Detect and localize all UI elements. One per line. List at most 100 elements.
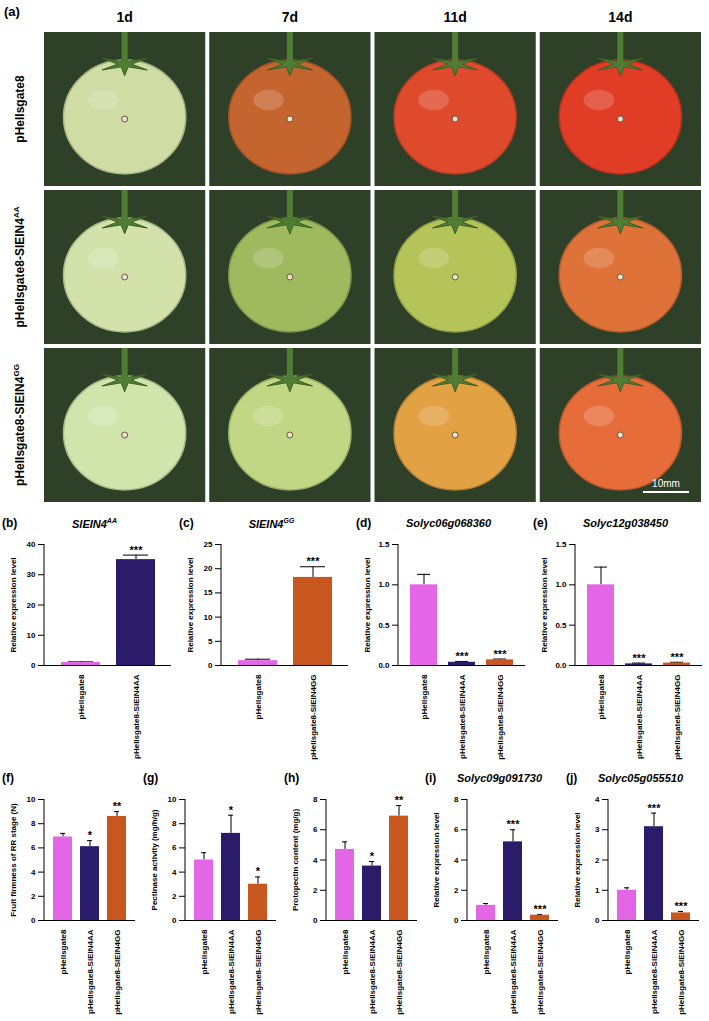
svg-text:***: *** <box>456 650 470 662</box>
svg-text:***: *** <box>534 903 548 915</box>
svg-text:pHellsgate8: pHellsgate8 <box>623 929 632 974</box>
svg-text:6: 6 <box>31 843 36 852</box>
svg-text:0: 0 <box>454 916 459 925</box>
svg-text:25: 25 <box>204 540 213 549</box>
svg-text:pHellsgate8: pHellsgate8 <box>77 674 86 719</box>
svg-text:10: 10 <box>204 613 213 622</box>
svg-text:0: 0 <box>31 661 36 670</box>
svg-text:***: *** <box>675 900 689 912</box>
svg-text:1: 1 <box>595 886 600 895</box>
svg-text:10: 10 <box>27 631 36 640</box>
svg-text:pHellsgate8-SlEIN4AA: pHellsgate8-SlEIN4AA <box>227 929 236 1014</box>
svg-text:10: 10 <box>168 795 177 804</box>
svg-text:***: *** <box>130 544 144 556</box>
svg-text:pHellsgate8-SlEIN4AA: pHellsgate8-SlEIN4AA <box>86 929 95 1014</box>
svg-text:20: 20 <box>27 601 36 610</box>
svg-text:0: 0 <box>172 916 177 925</box>
svg-text:pHellsgate8: pHellsgate8 <box>597 674 606 719</box>
svg-text:10: 10 <box>27 795 36 804</box>
svg-text:pHellsgate8-SlEIN4GG: pHellsgate8-SlEIN4GG <box>113 930 122 1015</box>
svg-text:**: ** <box>395 794 404 806</box>
svg-text:***: *** <box>307 555 321 567</box>
svg-text:8: 8 <box>313 795 318 804</box>
svg-text:6: 6 <box>313 825 318 834</box>
svg-text:pHellsgate8: pHellsgate8 <box>13 75 27 143</box>
svg-text:20: 20 <box>204 564 213 573</box>
svg-text:1.0: 1.0 <box>378 580 390 589</box>
svg-text:pHellsgate8: pHellsgate8 <box>200 929 209 974</box>
svg-text:10mm: 10mm <box>652 478 680 489</box>
svg-text:2: 2 <box>595 856 600 865</box>
svg-text:30: 30 <box>27 570 36 579</box>
svg-text:11d: 11d <box>443 9 466 25</box>
svg-text:0: 0 <box>31 916 36 925</box>
svg-text:pHellsgate8-SlEIN4GG: pHellsgate8-SlEIN4GG <box>677 930 686 1015</box>
svg-text:4: 4 <box>595 795 600 804</box>
svg-text:pHellsgate8-SlEIN4GG: pHellsgate8-SlEIN4GG <box>496 675 505 760</box>
svg-text:***: *** <box>648 802 662 814</box>
svg-text:Relative expression level: Relative expression level <box>432 812 441 907</box>
svg-text:pHellsgate8-SlEIN4GG: pHellsgate8-SlEIN4GG <box>536 930 545 1015</box>
svg-text:14d: 14d <box>608 9 632 25</box>
svg-text:(a): (a) <box>4 4 20 19</box>
svg-text:4: 4 <box>31 868 36 877</box>
svg-text:2: 2 <box>313 886 318 895</box>
svg-text:8: 8 <box>454 795 459 804</box>
svg-text:pHellsgate8-SlEIN4AA: pHellsgate8-SlEIN4AA <box>509 929 518 1014</box>
svg-text:pHellsgate8: pHellsgate8 <box>59 929 68 974</box>
svg-text:4: 4 <box>313 856 318 865</box>
svg-text:**: ** <box>113 800 122 812</box>
svg-text:Relative expression level: Relative expression level <box>573 812 582 907</box>
svg-text:pHellsgate8-SlEIN4AA: pHellsgate8-SlEIN4AA <box>368 929 377 1014</box>
svg-text:0: 0 <box>208 661 213 670</box>
svg-text:6: 6 <box>172 843 177 852</box>
svg-text:2: 2 <box>454 886 459 895</box>
svg-text:pHellsgate8: pHellsgate8 <box>420 674 429 719</box>
svg-text:pHellsgate8-SlEIN4GG: pHellsgate8-SlEIN4GG <box>309 675 318 760</box>
svg-text:Relative expression level: Relative expression level <box>9 557 18 652</box>
svg-text:2: 2 <box>172 892 177 901</box>
svg-text:pHellsgate8-SlEIN4GG: pHellsgate8-SlEIN4GG <box>254 930 263 1015</box>
svg-text:***: *** <box>507 818 521 830</box>
svg-text:pHellsgate8: pHellsgate8 <box>341 929 350 974</box>
svg-text:*: * <box>256 865 261 877</box>
svg-text:8: 8 <box>31 819 36 828</box>
svg-text:1d: 1d <box>116 9 132 25</box>
svg-text:1.5: 1.5 <box>378 540 390 549</box>
svg-text:8: 8 <box>172 819 177 828</box>
svg-text:15: 15 <box>204 588 213 597</box>
svg-text:0: 0 <box>313 916 318 925</box>
svg-text:1.5: 1.5 <box>555 540 567 549</box>
svg-text:Relative expression level: Relative expression level <box>363 557 372 652</box>
svg-text:pHellsgate8-SlEIN4GG: pHellsgate8-SlEIN4GG <box>395 930 404 1015</box>
svg-text:pHellsgate8-SlEIN4GG: pHellsgate8-SlEIN4GG <box>673 675 682 760</box>
svg-text:pHellsgate8-SlEIN4AA: pHellsgate8-SlEIN4AA <box>650 929 659 1014</box>
svg-text:5: 5 <box>208 637 213 646</box>
svg-text:2: 2 <box>31 892 36 901</box>
svg-text:0: 0 <box>595 916 600 925</box>
svg-text:pHellsgate8-SlEIN4AA: pHellsgate8-SlEIN4AA <box>132 674 141 759</box>
svg-text:pHellsgate8-SlEIN4AA: pHellsgate8-SlEIN4AA <box>12 206 27 327</box>
svg-text:pHellsgate8-SlEIN4AA: pHellsgate8-SlEIN4AA <box>458 674 467 759</box>
svg-text:***: *** <box>671 651 685 663</box>
svg-text:3: 3 <box>595 825 600 834</box>
svg-text:***: *** <box>494 648 508 660</box>
svg-text:pHellsgate8: pHellsgate8 <box>482 929 491 974</box>
svg-text:6: 6 <box>454 825 459 834</box>
svg-text:pHellsgate8-SlEIN4AA: pHellsgate8-SlEIN4AA <box>635 674 644 759</box>
svg-text:Pectinase activity (mg/h/g): Pectinase activity (mg/h/g) <box>150 809 159 910</box>
svg-text:Protopectin content (mg/g): Protopectin content (mg/g) <box>291 809 300 912</box>
svg-text:*: * <box>88 829 93 841</box>
svg-text:1.0: 1.0 <box>555 580 567 589</box>
svg-text:Relative expression level: Relative expression level <box>540 557 549 652</box>
svg-text:4: 4 <box>454 856 459 865</box>
svg-text:40: 40 <box>27 540 36 549</box>
svg-text:pHellsgate8: pHellsgate8 <box>254 674 263 719</box>
svg-text:Fruit firmness of RR stage (N): Fruit firmness of RR stage (N) <box>9 803 18 917</box>
svg-text:0.0: 0.0 <box>555 661 567 670</box>
svg-text:7d: 7d <box>282 9 298 25</box>
svg-text:4: 4 <box>172 868 177 877</box>
svg-text:0.5: 0.5 <box>378 621 390 630</box>
svg-text:*: * <box>370 850 375 862</box>
svg-text:pHellsgate8-SlEIN4GG: pHellsgate8-SlEIN4GG <box>12 364 27 486</box>
